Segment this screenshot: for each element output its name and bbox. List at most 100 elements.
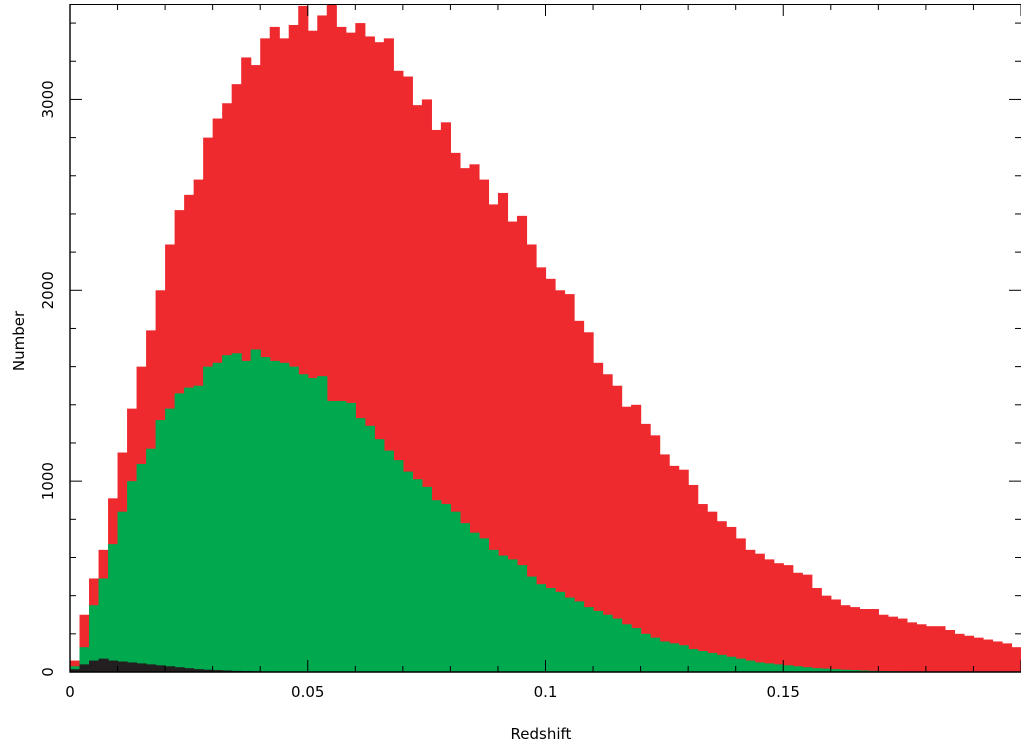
histogram-bar bbox=[735, 538, 746, 672]
histogram-bar bbox=[811, 588, 822, 672]
histogram-bar bbox=[697, 651, 708, 672]
histogram-bar bbox=[393, 460, 404, 672]
histogram-bar bbox=[307, 30, 318, 673]
histogram-bar bbox=[545, 588, 556, 672]
histogram-bar bbox=[802, 574, 813, 672]
histogram-bar bbox=[412, 479, 423, 672]
histogram-bar bbox=[669, 465, 680, 672]
histogram-bar bbox=[136, 663, 147, 672]
histogram-bar bbox=[659, 641, 670, 672]
y-axis-ticks: 0 1000 2000 3000 bbox=[39, 22, 1021, 677]
histogram-bar bbox=[764, 559, 775, 672]
histogram-bar bbox=[146, 448, 157, 672]
histogram-bar bbox=[631, 404, 642, 672]
histogram-bar bbox=[992, 641, 1003, 672]
histogram-bar bbox=[944, 630, 956, 672]
histogram-bar bbox=[98, 658, 109, 672]
histogram-bar bbox=[868, 609, 879, 672]
y-tick-label: 0 bbox=[39, 667, 57, 677]
histogram-bar bbox=[383, 38, 394, 672]
histogram-bar bbox=[440, 504, 451, 672]
histogram-bar bbox=[726, 526, 737, 672]
histogram-bar bbox=[355, 418, 366, 672]
histogram-bar bbox=[326, 4, 337, 672]
histogram-bar bbox=[174, 393, 185, 672]
histogram-bar bbox=[612, 385, 623, 672]
x-tick-label: 0.05 bbox=[291, 683, 324, 701]
histogram-bar bbox=[973, 637, 984, 672]
histogram-bar bbox=[127, 481, 138, 672]
y-axis-title: Number bbox=[10, 310, 28, 371]
histogram-bar bbox=[393, 70, 404, 673]
histogram-bar bbox=[222, 670, 233, 672]
histogram-bar bbox=[402, 76, 413, 673]
histogram-bar bbox=[678, 645, 689, 672]
histogram-bar bbox=[564, 597, 575, 672]
histogram-bar bbox=[507, 559, 518, 672]
histogram-bar bbox=[697, 504, 708, 672]
histogram-bar bbox=[802, 667, 813, 672]
histogram-bar bbox=[811, 668, 822, 672]
histogram-bar bbox=[478, 179, 490, 673]
histogram-bar bbox=[754, 662, 765, 672]
histogram-bar bbox=[555, 290, 566, 672]
histogram-bar bbox=[269, 360, 280, 672]
histogram-bar bbox=[231, 353, 242, 672]
histogram-bar bbox=[612, 618, 623, 672]
histogram-bar bbox=[783, 665, 794, 672]
histogram-bar bbox=[374, 42, 385, 672]
histogram-bar bbox=[184, 387, 195, 672]
histogram-bar bbox=[830, 599, 841, 672]
histogram-bar bbox=[70, 669, 81, 672]
histogram-bar bbox=[564, 294, 575, 672]
histogram-bar bbox=[488, 549, 499, 672]
histogram-bar bbox=[516, 215, 528, 672]
histogram-bar bbox=[659, 454, 670, 672]
histogram-bar bbox=[374, 439, 385, 672]
histogram-bar bbox=[364, 425, 375, 672]
histogram-bar bbox=[735, 658, 746, 672]
histogram-bar bbox=[89, 605, 100, 672]
histogram-bar bbox=[1001, 643, 1013, 672]
y-tick-label: 2000 bbox=[39, 271, 57, 309]
histogram-bar bbox=[402, 471, 413, 672]
histogram-bar bbox=[450, 511, 461, 672]
histogram-bar bbox=[535, 267, 547, 672]
histogram-bar bbox=[555, 591, 566, 672]
histogram-bar bbox=[640, 633, 651, 672]
histogram-bar bbox=[146, 664, 157, 672]
histogram-bar bbox=[545, 278, 556, 672]
histogram-bar bbox=[830, 669, 841, 672]
histogram-bar bbox=[79, 614, 90, 672]
histogram-bar bbox=[526, 244, 537, 673]
histogram-bar bbox=[583, 332, 594, 672]
histogram-bar bbox=[203, 366, 214, 672]
histogram-bar bbox=[602, 614, 613, 672]
histogram-bar bbox=[602, 374, 613, 672]
histogram-bar bbox=[574, 601, 585, 672]
histogram-bar bbox=[193, 669, 204, 672]
histogram-bar bbox=[878, 614, 889, 672]
y-tick-label: 1000 bbox=[39, 462, 57, 500]
histogram-bar bbox=[621, 624, 632, 672]
histogram-bar bbox=[450, 152, 461, 672]
histogram-bar bbox=[260, 38, 271, 672]
histogram-bar bbox=[298, 374, 309, 672]
histogram-bar bbox=[963, 635, 975, 672]
histogram-bar bbox=[288, 366, 299, 672]
histogram-bar bbox=[954, 633, 965, 672]
histogram-bar bbox=[593, 610, 604, 672]
histogram-bar bbox=[383, 450, 394, 672]
histogram-bar bbox=[925, 626, 937, 672]
histogram-bar bbox=[212, 670, 223, 672]
histogram-bar bbox=[222, 355, 233, 672]
histogram-bar bbox=[849, 670, 860, 672]
series-2 bbox=[70, 658, 309, 672]
histogram-bar bbox=[640, 423, 651, 672]
histogram-bar bbox=[336, 26, 347, 673]
histogram-bar bbox=[631, 628, 642, 672]
histogram-bar bbox=[127, 662, 138, 672]
histogram-bar bbox=[669, 643, 680, 672]
histogram-bar bbox=[754, 553, 765, 672]
